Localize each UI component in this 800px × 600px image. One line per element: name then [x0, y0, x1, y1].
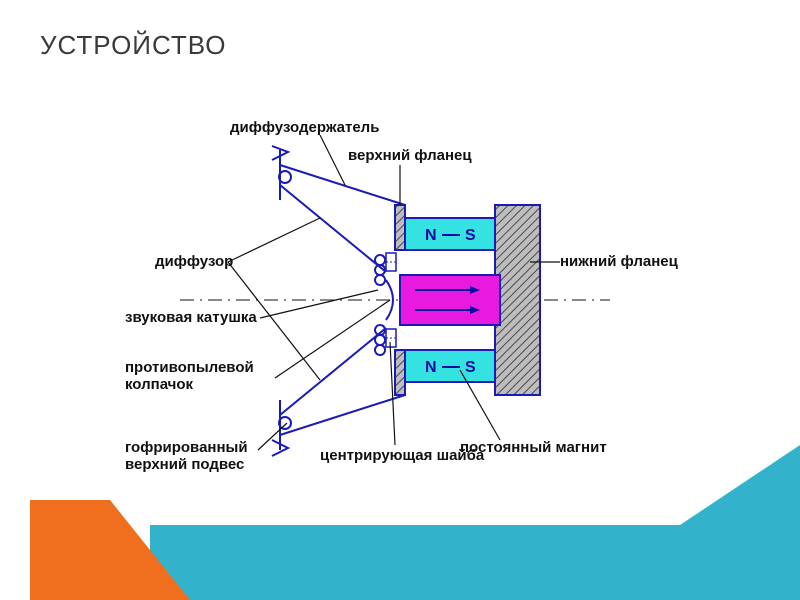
label-permanent-magnet: постоянный магнит: [460, 440, 607, 457]
label-diffusor-holder: диффузодержатель: [230, 120, 379, 137]
frame-top: [280, 165, 405, 205]
core-magnet: [400, 275, 500, 325]
top-flange-upper: [395, 205, 405, 250]
label-surround: гофрированный верхний подвес: [125, 440, 248, 473]
magnet-top-n: N: [425, 227, 437, 244]
magnet-top-s: S: [465, 227, 476, 244]
magnet-bottom-n: N: [425, 359, 437, 376]
label-voice-coil: звуковая катушка: [125, 310, 257, 327]
label-top-flange: верхний фланец: [348, 148, 472, 165]
magnet-bottom-s: S: [465, 359, 476, 376]
frame-bottom: [280, 395, 405, 435]
cone-top: [280, 185, 386, 272]
label-diffusor: диффузор: [155, 254, 233, 271]
label-bottom-flange: нижний фланец: [560, 254, 678, 271]
top-flange-lower: [395, 350, 405, 395]
label-dust-cap: противопылевой колпачок: [125, 360, 254, 393]
back-plate: [495, 205, 540, 395]
decor-blue-bar: [150, 525, 800, 600]
cone-bottom: [280, 328, 386, 415]
speaker-diagram: N S N S: [0, 0, 800, 600]
